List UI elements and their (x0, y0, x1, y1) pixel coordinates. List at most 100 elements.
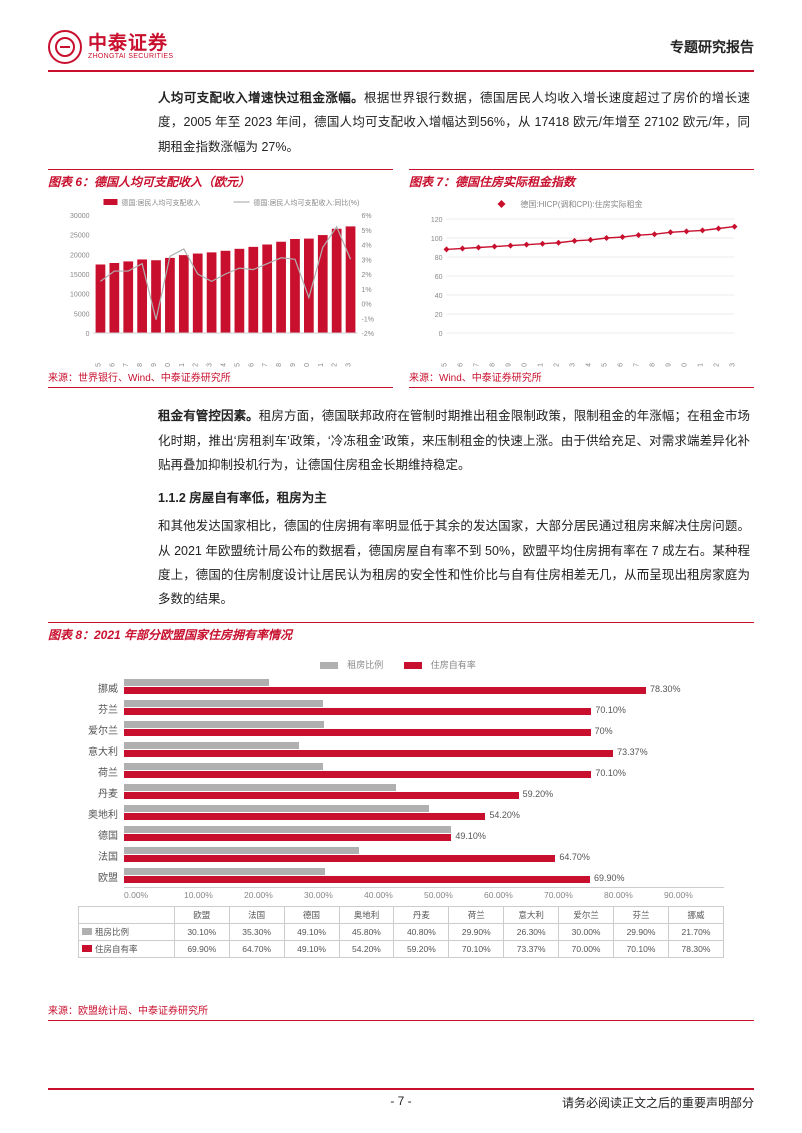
page-number: - 7 - (48, 1094, 754, 1108)
svg-text:30000: 30000 (70, 213, 90, 220)
hbar-country-label: 法国 (78, 848, 124, 863)
table-cell: 49.10% (284, 940, 339, 957)
table-header-cell: 意大利 (504, 906, 559, 923)
para1-lead: 人均可支配收入增速快过租金涨幅。 (158, 91, 364, 105)
x-axis-tick: 80.00% (604, 890, 664, 900)
table-cell: 30.10% (174, 923, 229, 940)
hbar-own-bar (124, 855, 555, 862)
chart7-source: 来源：Wind、中泰证券研究所 (409, 367, 754, 388)
hbar-rent-bar (124, 763, 323, 770)
chart-7: 图表 7：德国住房实际租金指数 德国:HICP(调和CPI):住房实际租金020… (409, 169, 754, 398)
hbar-rent-bar (124, 847, 359, 854)
table-cell: 29.90% (614, 923, 669, 940)
hbar-country-label: 德国 (78, 827, 124, 842)
svg-text:2015: 2015 (602, 363, 609, 367)
hbar-rent-bar (124, 784, 396, 791)
svg-text:60: 60 (435, 274, 443, 281)
chart8-source: 来源：欧盟统计局、中泰证券研究所 (48, 1000, 754, 1021)
hbar-own-value: 70% (595, 726, 613, 736)
chart6-source: 来源：世界银行、Wind、中泰证券研究所 (48, 367, 393, 388)
table-cell: 70.10% (449, 940, 504, 957)
chart8-bars: 挪威 78.30% 芬兰 70.10% 爱尔兰 70% 意大利 (78, 677, 724, 887)
paragraph-3: 和其他发达国家相比，德国的住房拥有率明显低于其余的发达国家，大部分居民通过租房来… (158, 514, 750, 612)
table-cell: 78.30% (668, 940, 723, 957)
chart7-title: 图表 7：德国住房实际租金指数 (409, 175, 575, 189)
table-header-cell: 法国 (229, 906, 284, 923)
svg-text:2014: 2014 (221, 363, 228, 367)
hbar-own-bar (124, 876, 590, 883)
hbar-country-label: 挪威 (78, 680, 124, 695)
table-cell: 40.80% (394, 923, 449, 940)
svg-text:2017: 2017 (262, 363, 269, 367)
x-axis-tick: 70.00% (544, 890, 604, 900)
svg-text:5000: 5000 (74, 311, 90, 318)
hbar-row: 荷兰 70.10% (78, 761, 724, 782)
svg-text:德国:居民人均可支配收入:同比(%): 德国:居民人均可支配收入:同比(%) (254, 198, 360, 207)
hbar-row: 欧盟 69.90% (78, 866, 724, 887)
svg-text:2022: 2022 (332, 363, 339, 367)
table-cell: 69.90% (174, 940, 229, 957)
page-header: 中泰证券 ZHONGTAI SECURITIES 专题研究报告 (48, 30, 754, 72)
svg-text:20000: 20000 (70, 252, 90, 259)
x-axis-tick: 40.00% (364, 890, 424, 900)
table-header-cell: 挪威 (668, 906, 723, 923)
svg-text:2018: 2018 (276, 363, 283, 367)
svg-text:2010: 2010 (522, 363, 529, 367)
hbar-own-value: 70.10% (595, 768, 626, 778)
hbar-own-value: 73.37% (617, 747, 648, 757)
hbar-country-label: 爱尔兰 (78, 722, 124, 737)
table-cell: 住房自有率 (79, 940, 175, 957)
hbar-rent-bar (124, 868, 325, 875)
logo-icon (48, 30, 82, 64)
svg-text:2015: 2015 (234, 363, 241, 367)
table-header-cell: 荷兰 (449, 906, 504, 923)
section-1-1-2: 1.1.2 房屋自有率低，租房为主 (158, 487, 754, 506)
hbar-own-bar (124, 750, 613, 757)
table-header-cell: 爱尔兰 (559, 906, 614, 923)
svg-text:2011: 2011 (538, 363, 545, 367)
chart8-legend-own: 住房自有率 (431, 660, 476, 670)
chart-8: 图表 8：2021 年部分欧盟国家住房拥有率情况 租房比例 住房自有率 挪威 7… (48, 622, 754, 1021)
para2-lead: 租金有管控因素。 (158, 409, 259, 423)
table-cell: 21.70% (668, 923, 723, 940)
svg-text:2016: 2016 (248, 363, 255, 367)
page-footer: - 7 - 请务必阅读正文之后的重要声明部分 (48, 1088, 754, 1111)
hbar-row: 丹麦 59.20% (78, 782, 724, 803)
hbar-row: 爱尔兰 70% (78, 719, 724, 740)
hbar-row: 德国 49.10% (78, 824, 724, 845)
table-cell: 70.10% (614, 940, 669, 957)
svg-text:2023: 2023 (346, 363, 353, 367)
svg-text:2016: 2016 (618, 363, 625, 367)
svg-text:2021: 2021 (318, 363, 325, 367)
svg-text:10000: 10000 (70, 292, 90, 299)
svg-text:4%: 4% (362, 243, 372, 250)
svg-text:-1%: -1% (362, 316, 374, 323)
svg-text:2006: 2006 (109, 363, 116, 367)
svg-text:2%: 2% (362, 272, 372, 279)
svg-text:2014: 2014 (586, 363, 593, 367)
svg-text:120: 120 (431, 217, 443, 224)
svg-text:100: 100 (431, 236, 443, 243)
hbar-country-label: 意大利 (78, 743, 124, 758)
hbar-row: 意大利 73.37% (78, 740, 724, 761)
paragraph-1: 人均可支配收入增速快过租金涨幅。根据世界银行数据，德国居民人均收入增长速度超过了… (158, 86, 750, 159)
x-axis-tick: 60.00% (484, 890, 544, 900)
hbar-country-label: 丹麦 (78, 785, 124, 800)
hbar-own-bar (124, 687, 646, 694)
hbar-country-label: 荷兰 (78, 764, 124, 779)
svg-text:2008: 2008 (137, 363, 144, 367)
svg-text:2008: 2008 (490, 363, 497, 367)
table-cell: 30.00% (559, 923, 614, 940)
svg-text:-2%: -2% (362, 331, 374, 338)
svg-text:2007: 2007 (474, 363, 481, 367)
svg-text:2021: 2021 (698, 363, 705, 367)
svg-text:2020: 2020 (682, 363, 689, 367)
table-header-cell: 丹麦 (394, 906, 449, 923)
svg-text:0: 0 (86, 331, 90, 338)
logo-text-en: ZHONGTAI SECURITIES (88, 53, 173, 60)
table-cell: 29.90% (449, 923, 504, 940)
hbar-rent-bar (124, 826, 451, 833)
svg-text:2012: 2012 (193, 363, 200, 367)
svg-text:2006: 2006 (458, 363, 465, 367)
table-cell: 租房比例 (79, 923, 175, 940)
